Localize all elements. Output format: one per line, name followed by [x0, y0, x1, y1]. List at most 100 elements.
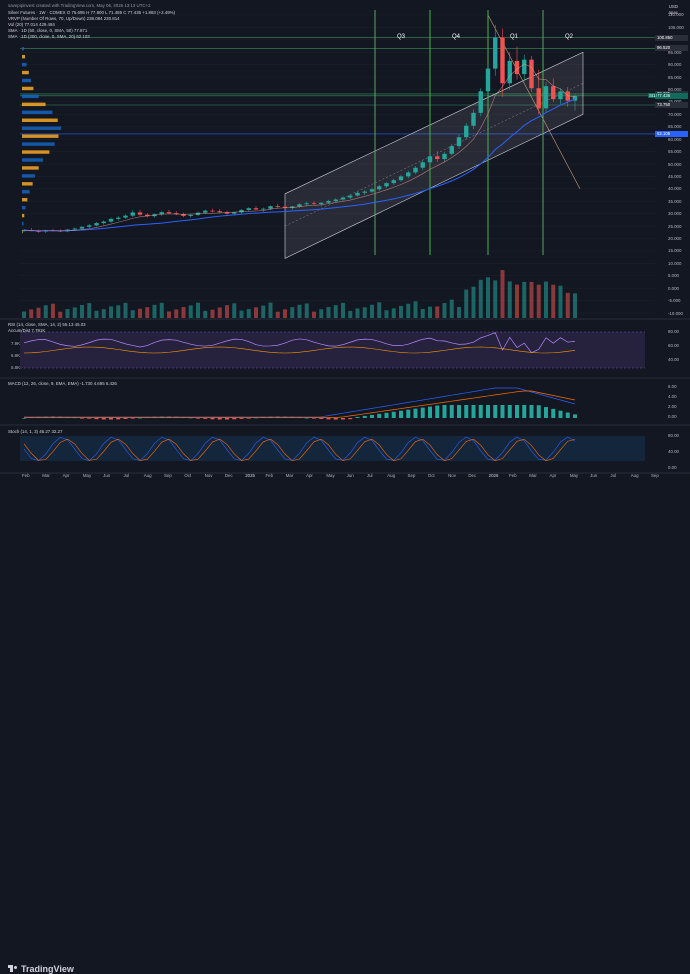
symbol-line[interactable]: Silver Futures · 1W · COMEX O 75.695 H 7… [8, 10, 176, 15]
macd-histogram-bar [522, 405, 527, 418]
accum-dist-axis-label: 6.8K [11, 353, 21, 358]
time-axis-label: Nov [448, 473, 456, 478]
price-axis-label: 105.000 [668, 24, 684, 30]
volume-bar [246, 309, 251, 318]
price-tag[interactable]: 73.750 [655, 102, 688, 108]
price-tag[interactable]: 62.105 [655, 130, 688, 137]
volume-profile-bar [22, 70, 29, 75]
stoch-k-line [23, 436, 576, 462]
candle-body [174, 213, 179, 215]
macd-histogram-bar [109, 418, 113, 420]
macd-histogram-bar [87, 418, 92, 419]
volume-profile-bar [22, 102, 46, 107]
chart-background [0, 0, 690, 478]
candle-body [333, 199, 338, 202]
stoch-axis-label: 80.00 [668, 433, 679, 438]
volume-bar [486, 277, 490, 318]
stoch-label[interactable]: Stoch (14, 1, 3) 46.27 32.27 [8, 429, 63, 434]
candle-body [369, 189, 375, 192]
volume-bar [507, 281, 512, 318]
volume-bar [232, 303, 237, 318]
symbol-price-tag[interactable]: SI1! [648, 93, 658, 99]
sma50-line[interactable]: SMA · 1D (50, close, 0, SMA, 50) 77.871 [8, 28, 88, 33]
macd-histogram-bar [22, 418, 26, 419]
price-tag[interactable]: 100.850 [655, 34, 688, 41]
volume-bar [333, 305, 338, 318]
volume-profile-bar [22, 54, 26, 59]
volume-profile-bar [22, 182, 33, 186]
candle-body [101, 221, 106, 224]
candle-body [137, 212, 143, 215]
volume-bar [22, 311, 26, 318]
vrvp-line[interactable]: VRVP (Number Of Rows, 70, Up/Down) 238.0… [8, 16, 120, 21]
macd-histogram-bar [565, 412, 570, 418]
volume-bar [116, 305, 121, 318]
volume-bar [391, 308, 396, 318]
tradingview-logo[interactable]: TradingView [8, 964, 74, 974]
rsi-label[interactable]: RSI (14, close, SMA, 14, 2) 55.13 45.03 [8, 322, 86, 327]
candle-body [253, 208, 259, 210]
candle-body [130, 212, 135, 216]
macd-histogram-bar [420, 407, 425, 418]
candle-body [572, 95, 578, 101]
author-line: savepipinvest created with TradingView.c… [8, 3, 151, 8]
volume-bar [370, 304, 374, 318]
macd-histogram-bar [558, 410, 563, 418]
volume-bar [43, 305, 48, 318]
macd-histogram-bar [370, 414, 374, 418]
candle-body [239, 209, 244, 213]
candle-body [188, 214, 193, 216]
volume-bar [268, 302, 273, 318]
volume-bar [478, 279, 483, 318]
time-axis-label: May [326, 473, 335, 478]
sma50-line [23, 63, 576, 232]
macd-histogram-bar [435, 405, 440, 418]
price-tag[interactable]: 77.436 [655, 92, 688, 99]
volume-line[interactable]: Vol (20) 77.014 429.484 [8, 22, 55, 27]
time-axis-label: Jun [103, 473, 111, 478]
currency-label[interactable]: USD [668, 4, 678, 9]
macd-histogram-bar [138, 417, 142, 419]
price-axis-label: 50.000 [668, 161, 682, 167]
scale-mode-label[interactable]: apac [668, 10, 678, 15]
candle-body [420, 162, 425, 168]
candle-body [348, 195, 353, 198]
candle-body [558, 91, 563, 100]
main-chart[interactable]: Q3 Q4 Q1 Q2 [0, 0, 690, 478]
volume-bar [261, 305, 266, 318]
quarter-label: Q2 [565, 34, 574, 40]
macd-histogram-bar [123, 418, 128, 419]
macd-histogram-bar [333, 418, 338, 420]
time-axis-label: Jul [123, 473, 130, 478]
volume-bar [174, 309, 179, 318]
volume-profile-bar [22, 110, 53, 115]
price-axis-label: -5.000 [668, 298, 681, 304]
candle-body [377, 186, 382, 190]
time-axis-label: Aug [387, 473, 396, 478]
regression-channel [284, 51, 584, 259]
macd-label[interactable]: MACD (12, 26, close, 9, EMA, EMA) -1.730… [8, 381, 117, 386]
macd-histogram-bar [544, 407, 548, 418]
candle-body [282, 206, 288, 208]
candle-body [435, 156, 440, 160]
macd-histogram-bar [210, 418, 215, 420]
rsi-band [20, 332, 645, 368]
rsi-axis-label: 80.00 [668, 329, 679, 334]
price-axis-label: 35.000 [668, 198, 682, 204]
sma200-line[interactable]: SMA · 1D (200, close, 0, SMA, 20) 62.103 [8, 34, 90, 39]
volume-bar [80, 305, 84, 318]
candle-body [232, 212, 237, 214]
time-axis-label: Oct [427, 473, 435, 478]
candle-body [123, 215, 128, 218]
accum-dist-label[interactable]: Accum/Dist 7.791K [8, 328, 46, 333]
volume-bar [87, 303, 92, 318]
candle-body [514, 60, 520, 75]
macd-histogram-bar [449, 405, 454, 418]
volume-bar [435, 306, 440, 318]
volume-profile-bar [22, 86, 34, 91]
price-axis-label: 5.000 [668, 273, 679, 279]
macd-axis-label: 6.00 [668, 384, 677, 389]
volume-bar [558, 285, 563, 318]
volume-bar [428, 306, 432, 318]
price-tag[interactable]: 96.520 [655, 45, 688, 52]
